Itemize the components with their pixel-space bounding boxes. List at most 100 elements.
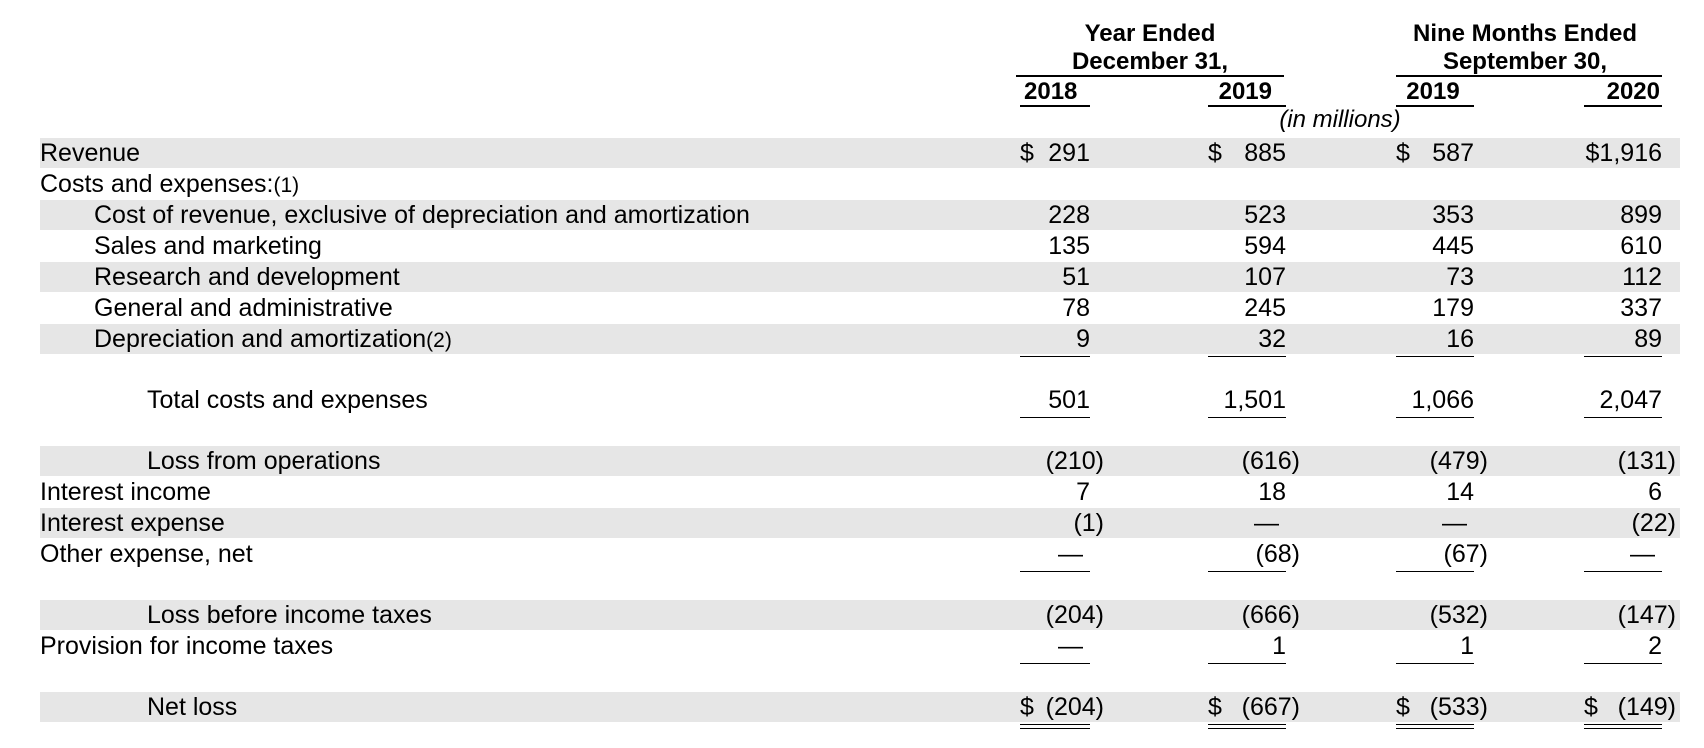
value-text: $1,916 (1585, 139, 1662, 167)
value-cell-2018 (1020, 169, 1090, 199)
value-cell-2019-year: 1,501 (1208, 385, 1286, 415)
value-cell-2019-year: 594 (1208, 231, 1286, 261)
table-row: Revenue $291 $885 $587 $1,916 (40, 138, 1680, 168)
single-underline (1020, 356, 1090, 357)
single-underline (1020, 663, 1090, 664)
value-cell-2018: (204) (1020, 600, 1104, 630)
value-text: (210) (1045, 447, 1104, 475)
row-label-text: Sales and marketing (94, 232, 322, 260)
table-row: Loss from operations (210) (616) (479) (131) (40, 446, 1680, 476)
value-text: (532) (1429, 601, 1488, 629)
value-cell-2019-year: 1 (1208, 631, 1286, 661)
value-cell-2019-year: (68) (1208, 539, 1300, 569)
single-underline (1208, 356, 1286, 357)
value-text: (479) (1429, 447, 1488, 475)
value-cell-2020: 112 (1584, 262, 1662, 292)
currency-symbol: $ (1208, 693, 1222, 721)
value-cell-2018: 135 (1020, 231, 1090, 261)
row-label: Research and development (94, 262, 400, 292)
value-cell-2020: — (1584, 539, 1662, 569)
value-cell-2018: 9 (1020, 324, 1090, 354)
value-cell-2018: (210) (1020, 446, 1104, 476)
value-text: 1 (1460, 632, 1474, 660)
value-cell-2020: 899 (1584, 200, 1662, 230)
row-label-text: Costs and expenses: (40, 170, 274, 198)
value-cell-2019-year: 523 (1208, 200, 1286, 230)
row-label-text: Interest income (40, 478, 211, 506)
value-cell-2018: 228 (1020, 200, 1090, 230)
value-cell-2019-nine-months: 353 (1396, 200, 1474, 230)
value-cell-2018: 501 (1020, 385, 1090, 415)
group-header-nine-months-rule (1396, 75, 1662, 77)
row-label: Cost of revenue, exclusive of depreciati… (94, 200, 750, 230)
value-cell-2018: 7 (1020, 477, 1090, 507)
value-text: (147) (1617, 601, 1676, 629)
value-cell-2019-year: 32 (1208, 324, 1286, 354)
value-cell-2020: (22) (1584, 508, 1676, 538)
value-text: 445 (1432, 232, 1474, 260)
double-underline (1396, 724, 1474, 729)
column-rule-2020 (1584, 105, 1662, 107)
row-label: Sales and marketing (94, 231, 322, 261)
single-underline (1584, 571, 1662, 572)
value-cell-2019-year: — (1208, 508, 1286, 538)
value-text: 885 (1244, 139, 1286, 167)
table-row: Loss before income taxes (204) (666) (532) (… (40, 600, 1680, 630)
single-underline (1396, 663, 1474, 664)
value-cell-2019-nine-months (1396, 169, 1474, 199)
double-underline (1208, 724, 1286, 729)
value-text: — (1254, 509, 1279, 537)
value-text: 353 (1432, 201, 1474, 229)
value-cell-2018: 78 (1020, 293, 1090, 323)
value-cell-2018: 51 (1020, 262, 1090, 292)
row-label-text: Provision for income taxes (40, 632, 334, 660)
value-cell-2019-nine-months: (532) (1396, 600, 1488, 630)
single-underline (1208, 417, 1286, 418)
table-row: Research and development 51 107 73 112 (40, 262, 1680, 292)
value-cell-2019-year: $885 (1208, 138, 1286, 168)
table-row: Cost of revenue, exclusive of depreciati… (40, 200, 1680, 230)
row-label-text: Other expense, net (40, 540, 253, 568)
column-rule-2019-nine-months (1396, 105, 1474, 107)
value-text: (149) (1617, 693, 1676, 721)
value-text: 135 (1048, 232, 1090, 260)
single-underline (1584, 663, 1662, 664)
value-cell-2019-nine-months: 445 (1396, 231, 1474, 261)
group-header-year-line2: December 31, (1071, 48, 1229, 75)
value-text: 228 (1048, 201, 1090, 229)
row-label-text: Loss before income taxes (147, 601, 432, 629)
currency-symbol: $ (1396, 139, 1410, 167)
value-cell-2019-nine-months: 14 (1396, 477, 1474, 507)
single-underline (1208, 663, 1286, 664)
table-row: Sales and marketing 135 594 445 610 (40, 231, 1680, 261)
value-cell-2019-year (1208, 169, 1286, 199)
column-rule-2018 (1020, 105, 1090, 107)
currency-symbol: $ (1396, 693, 1410, 721)
row-label: Loss before income taxes (147, 600, 432, 630)
currency-symbol: $ (1208, 139, 1222, 167)
single-underline (1396, 356, 1474, 357)
value-text: 523 (1244, 201, 1286, 229)
value-cell-2019-nine-months: (479) (1396, 446, 1488, 476)
table-row: Depreciation and amortization(2) 9 32 16 89 (40, 324, 1680, 354)
currency-symbol: $ (1020, 693, 1034, 721)
column-rule-2019-year (1208, 105, 1286, 107)
value-text: 73 (1446, 263, 1474, 291)
value-cell-2019-year: 18 (1208, 477, 1286, 507)
value-text: 78 (1062, 294, 1090, 322)
value-cell-2019-year: (666) (1208, 600, 1300, 630)
value-text: (533) (1429, 693, 1488, 721)
value-text: 16 (1446, 325, 1474, 353)
value-text: 112 (1622, 263, 1662, 291)
value-text: 337 (1620, 294, 1662, 322)
value-cell-2019-nine-months: (67) (1396, 539, 1488, 569)
value-cell-2019-year: 107 (1208, 262, 1286, 292)
value-cell-2020: (147) (1584, 600, 1676, 630)
single-underline (1396, 571, 1474, 572)
row-label: Interest expense (40, 508, 225, 538)
single-underline (1020, 571, 1090, 572)
value-text: 594 (1244, 232, 1286, 260)
value-text: 610 (1620, 232, 1662, 260)
value-text: — (1442, 509, 1467, 537)
